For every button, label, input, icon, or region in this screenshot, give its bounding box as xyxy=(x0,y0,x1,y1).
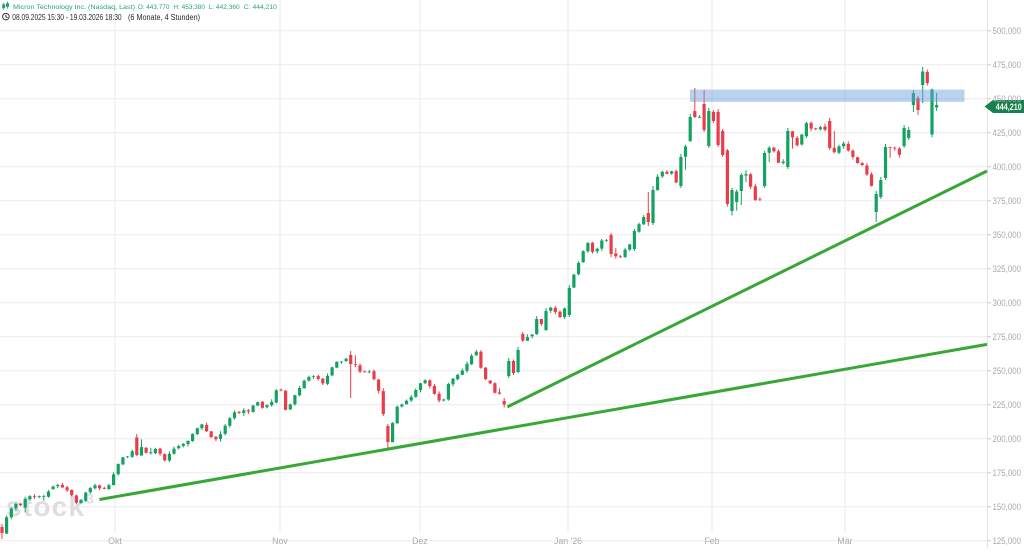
svg-text:stock: stock xyxy=(6,491,84,522)
svg-text:L: 442,360: L: 442,360 xyxy=(209,4,240,11)
svg-text:275,000: 275,000 xyxy=(993,332,1022,342)
svg-text:444,210: 444,210 xyxy=(996,102,1022,112)
svg-text:125,000: 125,000 xyxy=(993,536,1022,546)
svg-text:175,000: 175,000 xyxy=(993,468,1022,478)
svg-text:325,000: 325,000 xyxy=(993,264,1022,274)
svg-text:Feb: Feb xyxy=(704,536,719,546)
svg-text:450,000: 450,000 xyxy=(993,94,1022,104)
svg-text:Dez: Dez xyxy=(412,536,428,546)
svg-text:3: 3 xyxy=(86,491,94,507)
svg-text:300,000: 300,000 xyxy=(993,298,1022,308)
svg-text:475,000: 475,000 xyxy=(993,60,1022,70)
svg-text:Okt: Okt xyxy=(108,536,122,546)
svg-text:350,000: 350,000 xyxy=(993,230,1022,240)
svg-text:Nov: Nov xyxy=(272,536,288,546)
svg-text:400,000: 400,000 xyxy=(993,162,1022,172)
svg-text:O: 443,770: O: 443,770 xyxy=(138,4,170,11)
svg-text:C: 444,210: C: 444,210 xyxy=(244,4,277,11)
svg-text:425,000: 425,000 xyxy=(993,128,1022,138)
svg-text:(6 Monate, 4 Stunden): (6 Monate, 4 Stunden) xyxy=(128,13,200,22)
svg-text:Micron Technology Inc. (Nasdaq: Micron Technology Inc. (Nasdaq, Last) xyxy=(13,4,135,11)
svg-text:08.09.2025 15:30 - 19.03.2026: 08.09.2025 15:30 - 19.03.2026 18:30 xyxy=(12,13,122,22)
svg-text:H: 453,380: H: 453,380 xyxy=(173,4,205,11)
svg-text:Jan '26: Jan '26 xyxy=(554,536,582,546)
svg-text:200,000: 200,000 xyxy=(993,434,1022,444)
svg-text:150,000: 150,000 xyxy=(993,502,1022,512)
svg-text:Mär: Mär xyxy=(837,536,852,546)
svg-text:500,000: 500,000 xyxy=(993,26,1022,36)
svg-text:250,000: 250,000 xyxy=(993,366,1022,376)
svg-text:225,000: 225,000 xyxy=(993,400,1022,410)
svg-text:375,000: 375,000 xyxy=(993,196,1022,206)
